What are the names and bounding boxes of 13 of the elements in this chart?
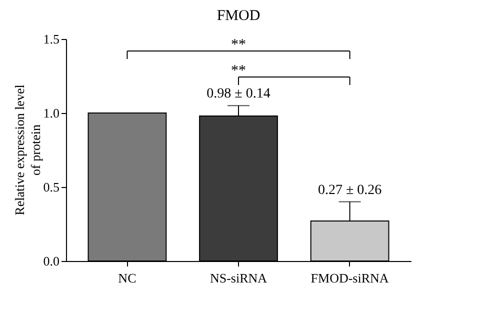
annotation: ** (231, 37, 246, 53)
y-axis-title: Relative expression level of protein (12, 84, 43, 216)
x-tick-label: FMOD-siRNA (310, 270, 390, 286)
data-label: 0.98 ± 0.14 (206, 86, 270, 102)
y-tick-label: 1.0 (43, 106, 60, 120)
chart-title: FMOD (216, 8, 260, 24)
y-tick-label: 0.0 (43, 254, 60, 268)
data-label: 0.27 ± 0.26 (318, 182, 382, 198)
annotation: ** (231, 63, 246, 79)
y-tick-label: 1.5 (43, 32, 60, 46)
x-tick-label: NC (118, 270, 136, 286)
y-tick-label: 0.5 (43, 180, 60, 194)
x-tick-label: NS-siRNA (210, 270, 268, 286)
